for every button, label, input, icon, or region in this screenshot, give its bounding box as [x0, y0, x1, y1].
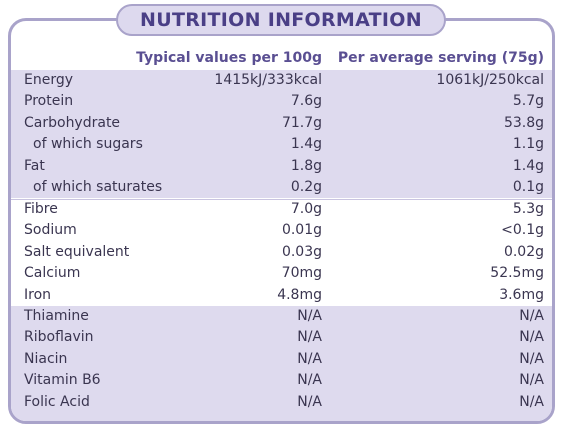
row-label: Iron [24, 286, 52, 303]
value-per-100g: N/A [297, 393, 322, 410]
row-label: Fat [24, 157, 45, 174]
table-row: Thiamine N/A N/A [11, 306, 552, 327]
value-per-100g: 1.4g [290, 136, 322, 153]
page-title: NUTRITION INFORMATION [140, 9, 422, 31]
value-per-100g: N/A [297, 372, 322, 389]
table-row: of which saturates 0.2g 0.1g [11, 177, 552, 198]
value-per-serving: 3.6mg [499, 286, 544, 303]
table-row: Vitamin B6 N/A N/A [11, 370, 552, 391]
value-per-100g: 70mg [281, 265, 322, 282]
value-per-100g: 7.6g [290, 93, 322, 110]
table-row: Protein 7.6g 5.7g [11, 91, 552, 112]
value-per-100g: N/A [297, 308, 322, 324]
row-label: Protein [24, 93, 74, 110]
table-row: of which sugars 1.4g 1.1g [11, 134, 552, 155]
row-label: Sodium [24, 222, 77, 239]
column-header-per-serving: Per average serving (75g) [337, 50, 544, 66]
value-per-100g: 1.8g [290, 157, 322, 174]
value-per-serving: N/A [519, 393, 544, 410]
table-row: Calcium 70mg 52.5mg [11, 263, 552, 284]
row-label: Niacin [24, 350, 68, 367]
value-per-100g: 7.0g [290, 201, 322, 217]
value-per-serving: 1.1g [512, 136, 544, 153]
value-per-serving: N/A [519, 372, 544, 389]
row-label: Vitamin B6 [24, 372, 101, 389]
row-label: of which saturates [33, 178, 163, 195]
value-per-serving: 0.02g [503, 243, 544, 260]
value-per-100g: 0.2g [290, 178, 322, 195]
value-per-serving: N/A [519, 308, 544, 324]
row-label: Carbohydrate [24, 114, 121, 131]
value-per-serving: 5.7g [512, 93, 544, 110]
section-macronutrients: Energy 1415kJ/333kcal 1061kJ/250kcal Pro… [11, 70, 552, 199]
table-row: Iron 4.8mg 3.6mg [11, 285, 552, 306]
section-divider [11, 199, 552, 200]
value-per-serving: 0.1g [512, 178, 544, 195]
table-row: Fat 1.8g 1.4g [11, 156, 552, 177]
value-per-serving: 5.3g [512, 201, 544, 217]
value-per-serving: 1061kJ/250kcal [436, 72, 544, 88]
table-row: Sodium 0.01g <0.1g [11, 220, 552, 241]
value-per-serving: 52.5mg [490, 265, 544, 282]
value-per-serving: 1.4g [512, 157, 544, 174]
value-per-100g: N/A [297, 329, 322, 346]
value-per-serving: N/A [519, 350, 544, 367]
row-label: Thiamine [24, 308, 89, 324]
table-row: Carbohydrate 71.7g 53.8g [11, 113, 552, 134]
table-row: Fibre 7.0g 5.3g [11, 199, 552, 220]
row-label: Calcium [24, 265, 81, 282]
nutrition-panel: Typical values per 100g Per average serv… [8, 18, 555, 424]
table-row: Niacin N/A N/A [11, 349, 552, 370]
value-per-100g: 0.03g [281, 243, 322, 260]
row-label: Riboflavin [24, 329, 94, 346]
table-row: Riboflavin N/A N/A [11, 327, 552, 348]
table-row: Energy 1415kJ/333kcal 1061kJ/250kcal [11, 70, 552, 91]
value-per-100g: 1415kJ/333kcal [214, 72, 322, 88]
value-per-100g: 4.8mg [277, 286, 322, 303]
value-per-serving: N/A [519, 329, 544, 346]
value-per-100g: N/A [297, 350, 322, 367]
row-label: of which sugars [33, 136, 143, 153]
row-label: Salt equivalent [24, 243, 130, 260]
table-row: Folic Acid N/A N/A [11, 392, 552, 413]
value-per-serving: <0.1g [501, 222, 544, 239]
table-row: Salt equivalent 0.03g 0.02g [11, 242, 552, 263]
section-vitamins: Thiamine N/A N/A Riboflavin N/A N/A Niac… [11, 306, 552, 421]
row-label: Fibre [24, 201, 58, 217]
row-label: Folic Acid [24, 393, 90, 410]
value-per-100g: 71.7g [281, 114, 322, 131]
value-per-serving: 53.8g [503, 114, 544, 131]
value-per-100g: 0.01g [281, 222, 322, 239]
row-label: Energy [24, 72, 74, 88]
title-pill: NUTRITION INFORMATION [116, 4, 446, 36]
column-header-per-100g: Typical values per 100g [136, 50, 322, 66]
section-minerals: Fibre 7.0g 5.3g Sodium 0.01g <0.1g Salt … [11, 199, 552, 306]
column-header-row: Typical values per 100g Per average serv… [11, 48, 552, 70]
